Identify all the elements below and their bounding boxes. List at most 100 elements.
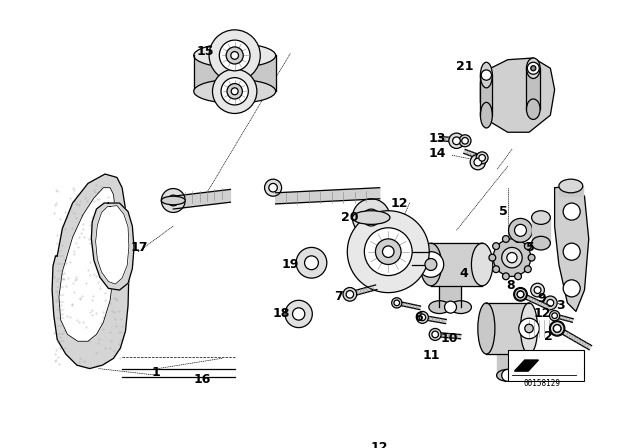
Circle shape	[519, 318, 540, 339]
Text: 10: 10	[441, 332, 458, 345]
Circle shape	[392, 298, 402, 308]
Circle shape	[212, 69, 257, 113]
Polygon shape	[520, 293, 551, 310]
Ellipse shape	[527, 99, 540, 120]
Text: 2: 2	[544, 331, 553, 344]
Circle shape	[376, 239, 401, 264]
Polygon shape	[59, 188, 115, 341]
Circle shape	[514, 288, 527, 301]
Text: 17: 17	[131, 241, 148, 254]
Ellipse shape	[194, 43, 276, 67]
Circle shape	[449, 133, 464, 148]
Text: 4: 4	[459, 267, 468, 280]
Text: 00158129: 00158129	[524, 379, 560, 388]
Circle shape	[509, 219, 532, 242]
Ellipse shape	[353, 211, 390, 224]
Polygon shape	[52, 174, 129, 369]
Polygon shape	[435, 332, 461, 339]
Polygon shape	[554, 314, 573, 322]
Polygon shape	[515, 360, 538, 371]
Circle shape	[493, 243, 499, 250]
Circle shape	[502, 273, 509, 280]
Circle shape	[524, 243, 531, 250]
Circle shape	[394, 300, 399, 306]
Polygon shape	[527, 68, 540, 109]
Circle shape	[429, 328, 441, 340]
Ellipse shape	[481, 103, 492, 128]
Polygon shape	[556, 327, 591, 350]
Polygon shape	[276, 188, 380, 204]
Circle shape	[479, 155, 485, 161]
Polygon shape	[555, 186, 589, 311]
Text: 12: 12	[533, 307, 550, 320]
Circle shape	[452, 137, 460, 145]
Polygon shape	[559, 186, 583, 196]
Polygon shape	[532, 218, 550, 243]
Circle shape	[305, 256, 318, 270]
Circle shape	[517, 291, 524, 298]
Circle shape	[432, 331, 438, 338]
Circle shape	[563, 243, 580, 260]
Polygon shape	[497, 354, 519, 375]
Circle shape	[419, 314, 426, 321]
Circle shape	[343, 288, 356, 301]
Polygon shape	[439, 137, 465, 143]
Circle shape	[364, 228, 412, 276]
Polygon shape	[194, 56, 276, 91]
Circle shape	[493, 239, 531, 276]
Circle shape	[563, 280, 580, 297]
Circle shape	[418, 252, 444, 277]
Text: 20: 20	[341, 211, 358, 224]
Polygon shape	[396, 301, 420, 310]
Polygon shape	[173, 190, 230, 209]
Circle shape	[221, 78, 248, 105]
Circle shape	[502, 236, 509, 242]
Polygon shape	[349, 285, 377, 297]
Text: 15: 15	[196, 45, 214, 58]
Circle shape	[459, 135, 471, 147]
Circle shape	[231, 88, 238, 95]
Ellipse shape	[497, 370, 519, 381]
Ellipse shape	[450, 301, 472, 314]
Ellipse shape	[532, 237, 550, 250]
Circle shape	[481, 70, 492, 80]
Circle shape	[515, 236, 522, 242]
Text: 3: 3	[556, 299, 565, 312]
Circle shape	[554, 325, 561, 332]
Circle shape	[425, 258, 437, 271]
Text: 6: 6	[414, 311, 422, 324]
Text: 21: 21	[456, 60, 474, 73]
Polygon shape	[92, 203, 134, 290]
Circle shape	[543, 296, 557, 310]
Circle shape	[552, 313, 557, 319]
Circle shape	[296, 247, 327, 278]
Circle shape	[470, 155, 486, 170]
Text: 13: 13	[429, 132, 447, 145]
Ellipse shape	[472, 243, 493, 286]
Circle shape	[517, 291, 524, 297]
Circle shape	[515, 273, 522, 280]
Circle shape	[292, 308, 305, 320]
Circle shape	[346, 291, 354, 298]
Circle shape	[445, 301, 456, 313]
Ellipse shape	[161, 196, 185, 205]
Ellipse shape	[429, 301, 450, 314]
Circle shape	[528, 254, 535, 261]
Circle shape	[269, 183, 277, 192]
Circle shape	[502, 370, 514, 381]
Text: 12: 12	[371, 441, 388, 448]
Circle shape	[489, 254, 496, 261]
Circle shape	[285, 300, 312, 327]
Polygon shape	[440, 286, 461, 307]
Circle shape	[550, 321, 565, 336]
Circle shape	[550, 322, 564, 335]
Circle shape	[209, 30, 260, 81]
Ellipse shape	[520, 303, 538, 354]
Circle shape	[383, 246, 394, 258]
Circle shape	[525, 324, 533, 333]
Text: 8: 8	[506, 279, 515, 292]
Circle shape	[168, 195, 179, 206]
Circle shape	[531, 66, 536, 71]
Text: 5: 5	[499, 205, 508, 218]
Polygon shape	[481, 58, 555, 132]
